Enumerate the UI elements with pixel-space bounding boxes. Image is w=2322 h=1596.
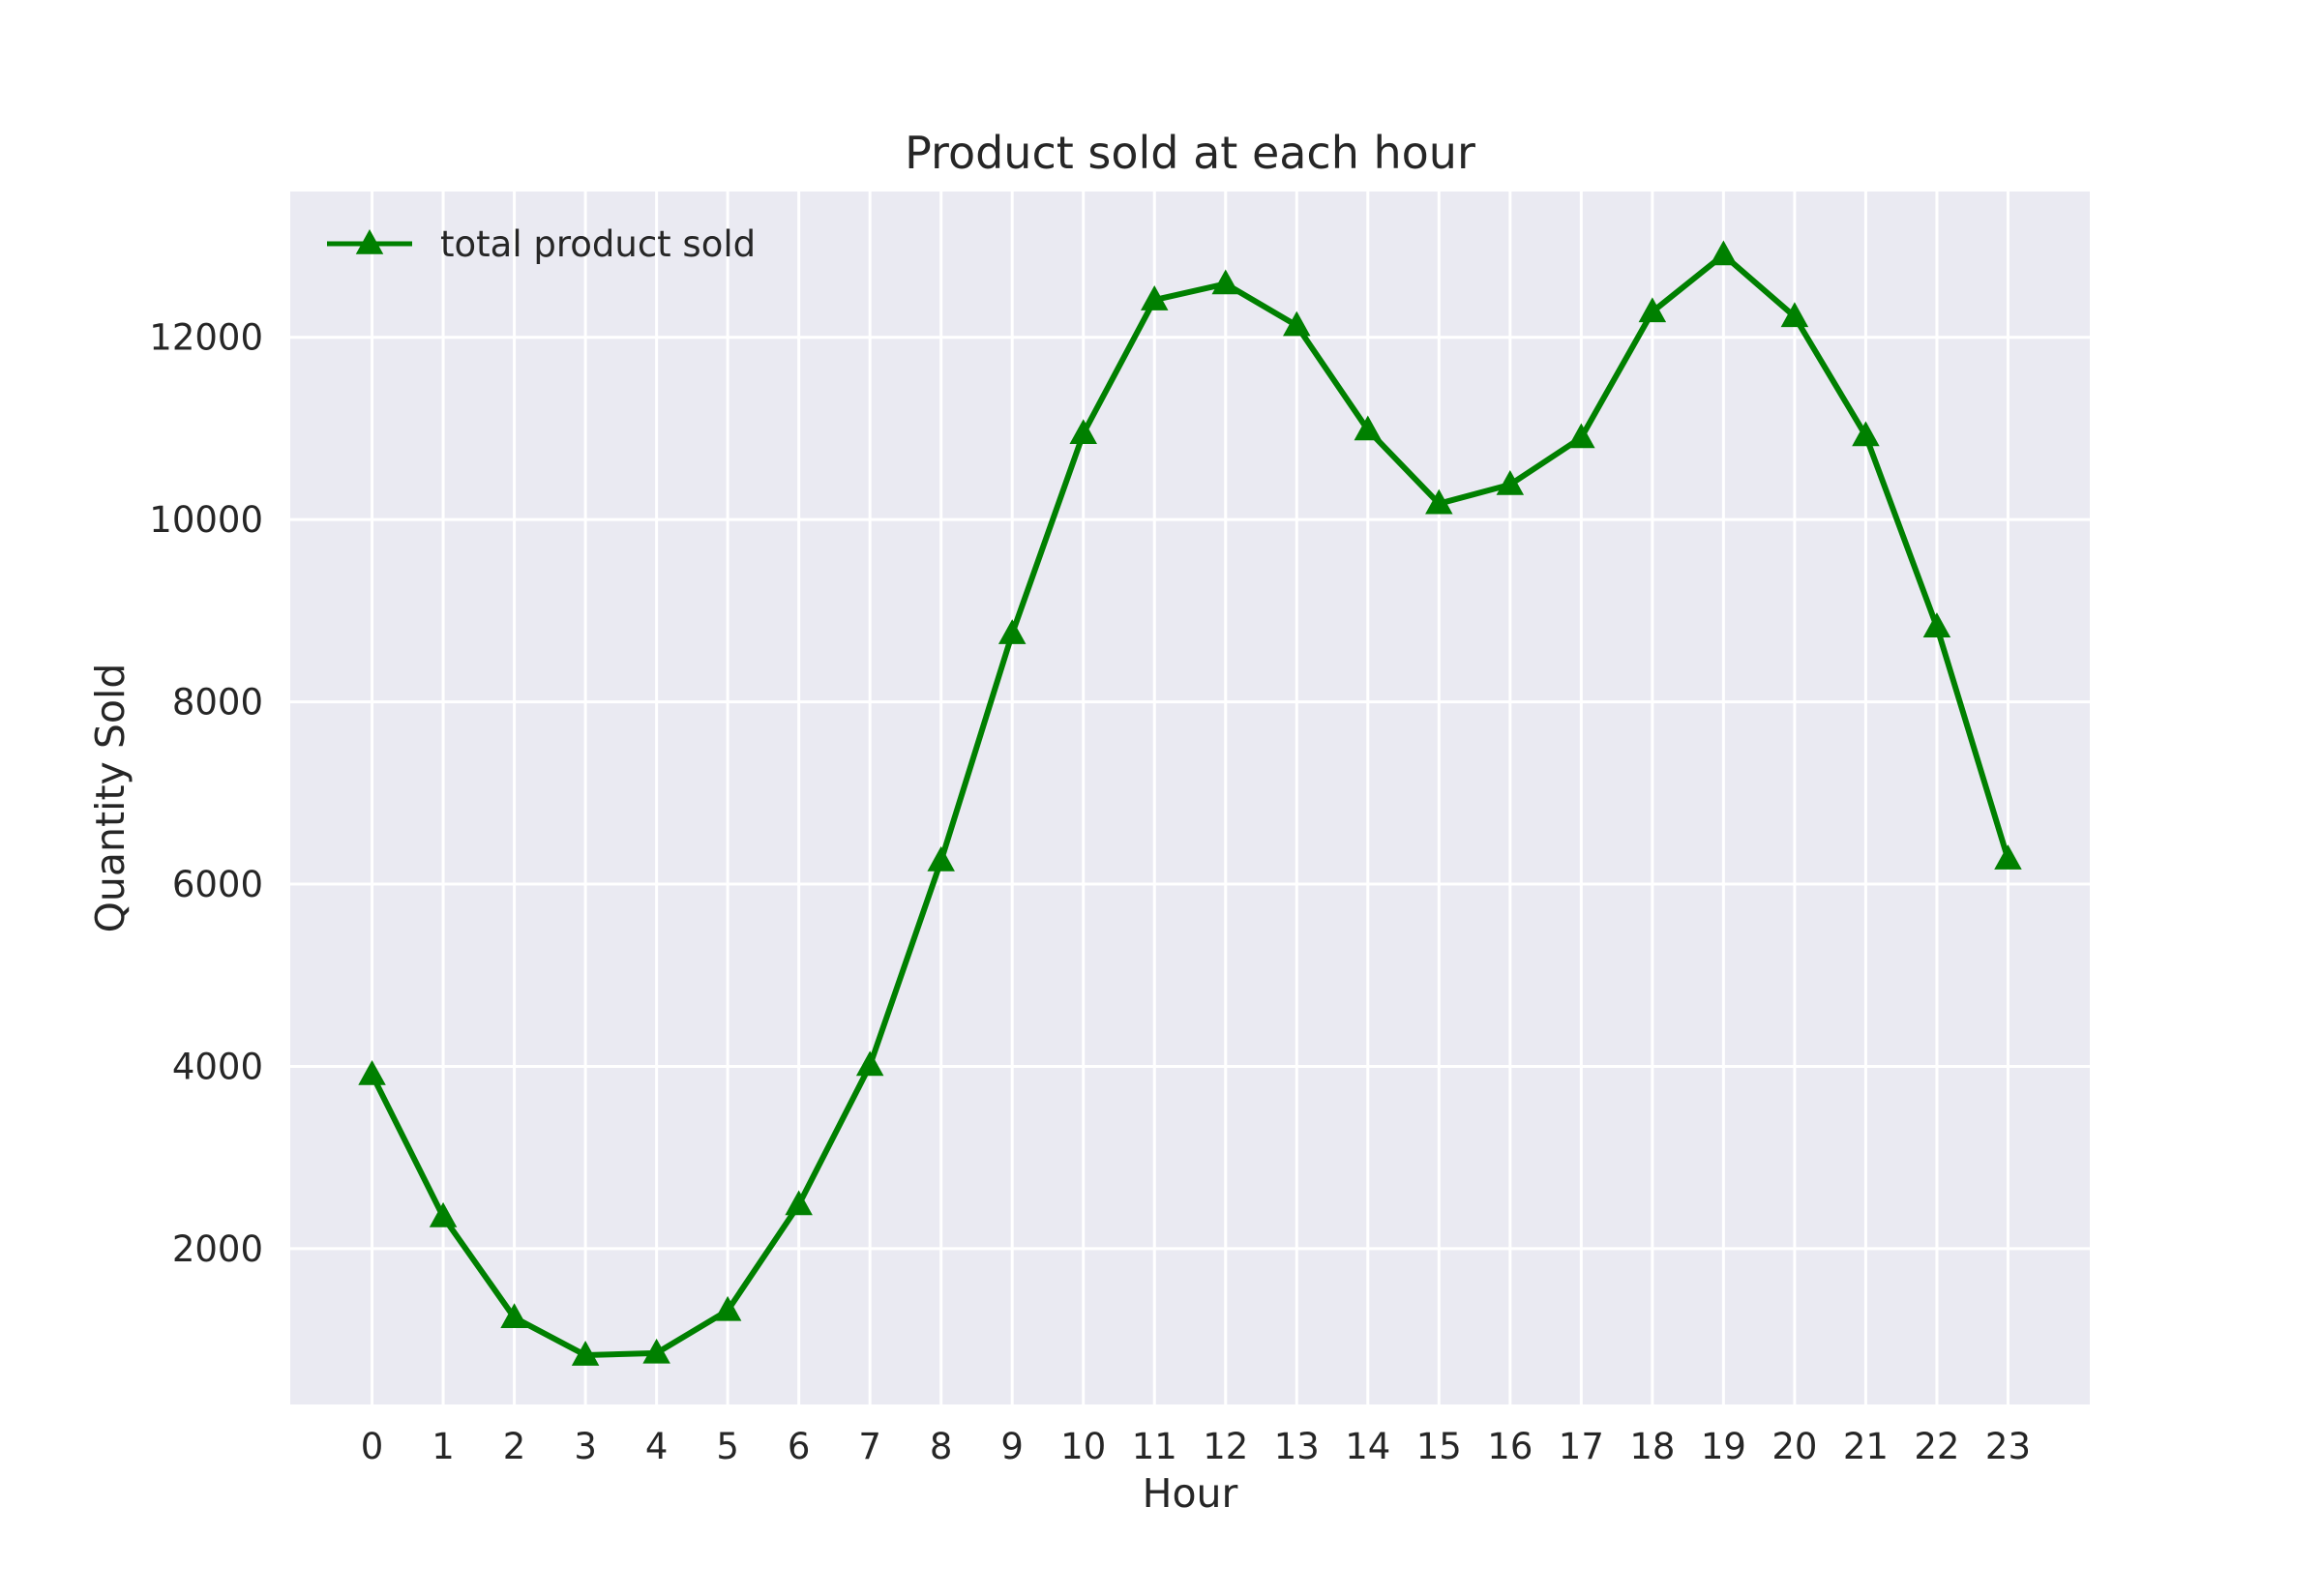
x-tick-label: 17 [1559, 1426, 1604, 1467]
data-point-marker [1069, 419, 1097, 445]
y-tick-label: 12000 [149, 317, 263, 359]
y-axis-ticks: 2000 4000 6000 8000 10000 12000 [149, 317, 263, 1270]
x-tick-label: 0 [361, 1426, 384, 1467]
data-point-marker [1211, 269, 1240, 295]
series-layer [358, 240, 2022, 1366]
data-point-marker [1140, 285, 1169, 310]
data-point-marker [713, 1295, 742, 1321]
plot-area [290, 192, 2090, 1404]
legend: total product sold [327, 223, 756, 265]
data-point-marker [1354, 415, 1383, 441]
y-tick-label: 6000 [172, 864, 263, 905]
x-tick-label: 9 [1000, 1426, 1024, 1467]
x-tick-label: 11 [1132, 1426, 1177, 1467]
x-tick-label: 16 [1487, 1426, 1533, 1467]
data-point-marker [1994, 844, 2022, 870]
x-tick-label: 19 [1701, 1426, 1746, 1467]
data-point-marker [642, 1338, 670, 1364]
x-tick-label: 20 [1771, 1426, 1817, 1467]
x-tick-label: 18 [1629, 1426, 1675, 1467]
data-point-marker [571, 1341, 600, 1366]
data-point-marker [927, 845, 955, 872]
x-axis-label: Hour [1143, 1470, 1238, 1517]
x-tick-label: 12 [1203, 1426, 1248, 1467]
y-tick-label: 10000 [149, 499, 263, 541]
x-tick-label: 6 [788, 1426, 811, 1467]
grid [290, 192, 2090, 1404]
chart-title: Product sold at each hour [905, 127, 1475, 179]
data-point-marker [997, 619, 1027, 644]
data-point-marker [358, 1059, 386, 1085]
x-tick-label: 23 [1985, 1426, 2031, 1467]
x-tick-label: 13 [1274, 1426, 1320, 1467]
data-point-marker [500, 1303, 528, 1329]
x-tick-label: 22 [1914, 1426, 1959, 1467]
x-tick-label: 10 [1060, 1426, 1106, 1467]
x-tick-label: 21 [1843, 1426, 1889, 1467]
x-tick-label: 4 [645, 1426, 669, 1467]
data-point-marker [429, 1201, 458, 1227]
data-point-marker [1710, 240, 1738, 266]
y-tick-label: 4000 [172, 1046, 263, 1087]
x-tick-label: 5 [716, 1426, 739, 1467]
y-axis-label: Quantity Sold [87, 664, 134, 933]
y-tick-label: 2000 [172, 1228, 263, 1270]
legend-label: total product sold [440, 223, 756, 265]
x-tick-label: 15 [1416, 1426, 1462, 1467]
y-tick-label: 8000 [172, 682, 263, 724]
data-point-marker [1852, 421, 1880, 447]
data-point-marker [1283, 310, 1311, 337]
x-tick-label: 7 [858, 1426, 881, 1467]
data-point-marker [1496, 469, 1525, 495]
data-point-marker [785, 1190, 813, 1216]
x-tick-label: 14 [1345, 1426, 1390, 1467]
data-point-marker [1638, 297, 1667, 323]
data-point-marker [1567, 423, 1595, 449]
data-point-marker [855, 1050, 884, 1077]
data-point-marker [1922, 612, 1951, 637]
data-point-marker [1780, 302, 1809, 328]
x-axis-ticks: 0 1 2 3 4 5 6 7 8 9 10 11 12 13 14 15 16 17 18 19 20 21 22 23 [361, 1426, 2031, 1467]
data-point-marker [1425, 488, 1453, 515]
legend-marker-triangle-icon [355, 229, 384, 254]
x-tick-label: 2 [503, 1426, 526, 1467]
x-tick-label: 3 [574, 1426, 597, 1467]
x-tick-label: 8 [930, 1426, 953, 1467]
x-tick-label: 1 [432, 1426, 455, 1467]
